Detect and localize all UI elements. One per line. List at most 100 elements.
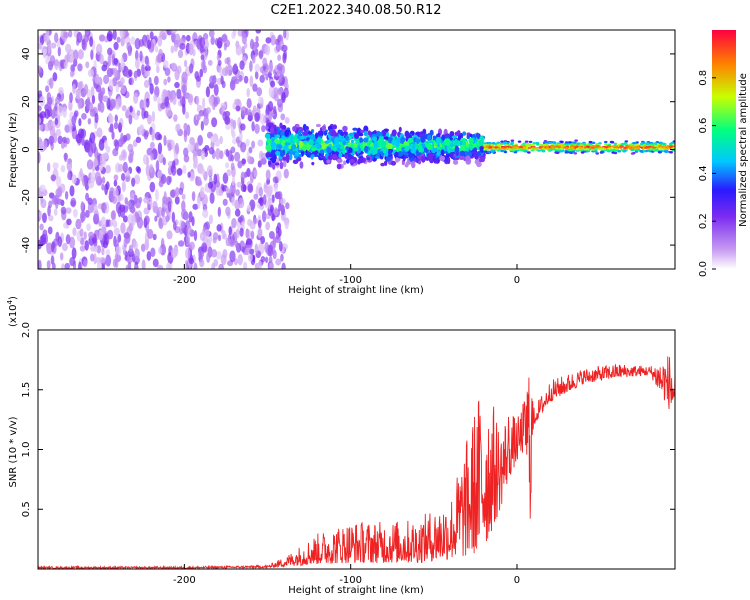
spectrogram-blob [234, 78, 240, 85]
spectrogram-blob [378, 138, 384, 143]
spectrogram-blob [560, 140, 564, 144]
spectrogram-blob [206, 165, 213, 177]
spectrogram-blob [128, 114, 133, 125]
spectrogram-blob [435, 136, 442, 145]
spectrogram-blob [264, 256, 269, 264]
spectrogram-blob [200, 120, 204, 131]
spectrogram-blob [240, 123, 246, 131]
spectrogram-blob [535, 141, 540, 145]
spectrogram-blob [503, 150, 508, 154]
spectrogram-blob [100, 216, 107, 228]
snr-panel: -200 -100 0 0.5 1.0 1.5 2.0 Height of straigh… [6, 296, 676, 596]
spectrogram-blob [254, 123, 260, 134]
spectrogram-blob [579, 146, 583, 150]
spectrogram-blob [157, 169, 163, 178]
spectrogram-blob [200, 150, 206, 160]
spectrogram-blob [96, 245, 101, 254]
spectrogram-blob [582, 142, 587, 146]
spectrogram-blob [521, 143, 526, 146]
spectrogram-blob [115, 245, 122, 256]
spectrogram-blob [357, 144, 361, 148]
spectrogram-blob [268, 160, 272, 166]
spectrogram-blob [237, 253, 243, 266]
spectrogram-blob [283, 145, 288, 151]
spectrogram-blob [395, 157, 399, 163]
spectrogram-blob [311, 161, 315, 166]
spectrogram-blob [223, 41, 227, 51]
spectrogram-blob [260, 236, 266, 245]
spectrogram-y-ticks: -40 -20 0 20 40 [21, 48, 675, 253]
spectrogram-blob [371, 136, 378, 142]
spectrogram-blob [216, 54, 220, 62]
spectrogram-blob [288, 153, 293, 161]
spectrogram-blob [213, 173, 218, 185]
spectrogram-blob [60, 165, 66, 173]
spectrogram-blob [217, 206, 221, 218]
spectrogram-blob [462, 131, 467, 136]
spectrogram-blob [173, 43, 178, 52]
spectrogram-blob [169, 92, 174, 103]
spectrogram-blob [254, 112, 260, 123]
spectrogram-blob [71, 247, 77, 260]
spectrogram-blob [131, 177, 136, 187]
spectrogram-blob [38, 259, 42, 269]
spectrogram-blob [108, 79, 114, 91]
spectrogram-blob [363, 130, 368, 137]
spectrogram-blob [207, 181, 214, 189]
spectrogram-blob [631, 145, 636, 148]
spectrogram-blob [586, 145, 590, 148]
spectrogram-blob [120, 132, 124, 144]
spectrogram-blob [134, 174, 141, 185]
spectrogram-blob [225, 206, 231, 216]
spectrogram-blob [93, 213, 99, 225]
spectrogram-blob [81, 38, 86, 50]
spectrogram-blob [408, 152, 414, 158]
spectrogram-blob [289, 148, 294, 155]
spectrogram-blob [307, 131, 313, 135]
spectrogram-blob [284, 142, 291, 146]
spectrogram-blob [508, 148, 513, 151]
spectrogram-blob [121, 105, 127, 112]
spectrogram-blob [57, 135, 63, 145]
spectrogram-blob [94, 76, 100, 84]
spectrogram-blob [264, 133, 271, 139]
spectrogram-blob [185, 111, 190, 119]
spectrogram-blob [128, 244, 134, 253]
spectrogram-blob [594, 150, 598, 153]
colorbar-ticks: 0.0 0.2 0.4 0.6 0.8 [698, 70, 716, 277]
spectrogram-blob [112, 30, 117, 41]
spectrogram-blob [229, 250, 236, 263]
spectrogram-blob [48, 135, 55, 145]
spectrogram-blob [88, 231, 94, 239]
spectrogram-blob [87, 202, 94, 214]
spectrogram-blob [270, 34, 277, 46]
spectrogram-blob [447, 147, 452, 154]
spectrogram-blob [224, 115, 230, 125]
spectrogram-blob [49, 126, 56, 138]
spectrogram-blob [420, 136, 426, 143]
spectrogram-blob [278, 74, 283, 83]
spectrogram-blob [229, 183, 236, 195]
spectrogram-blob [491, 141, 496, 145]
spectrogram-blob [257, 139, 264, 147]
spectrogram-blob [387, 149, 392, 156]
spectrogram-blob [277, 54, 282, 61]
spectrogram-y-tick-label: -40 [21, 237, 32, 253]
spectrogram-blob [323, 130, 328, 136]
spectrogram-blob [225, 123, 231, 130]
spectrogram-blob [45, 85, 50, 93]
spectrogram-blob [81, 136, 85, 146]
spectrogram-blob [84, 174, 88, 187]
spectrogram-blob [338, 152, 343, 158]
spectrogram-blob [75, 133, 82, 144]
spectrogram-blob [209, 75, 215, 85]
spectrogram-blob [135, 136, 142, 144]
spectrogram-blob [135, 50, 139, 61]
spectrogram-blob [267, 244, 274, 257]
snr-line [38, 356, 675, 569]
spectrogram-blob [40, 233, 47, 246]
spectrogram-blob [284, 219, 289, 230]
snr-series-line [38, 356, 675, 569]
spectrogram-blob [238, 74, 243, 82]
